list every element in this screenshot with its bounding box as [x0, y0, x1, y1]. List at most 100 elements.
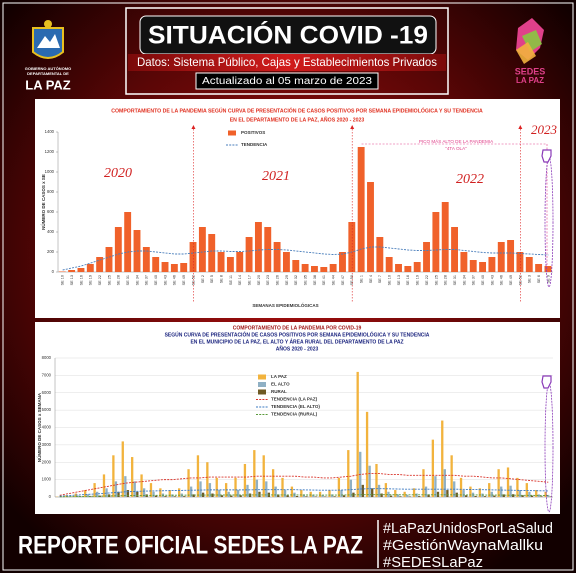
- bar: [292, 260, 300, 272]
- bar: [208, 234, 216, 272]
- bar: [271, 469, 275, 497]
- bar: [215, 477, 218, 497]
- annotation: 2023: [531, 122, 558, 137]
- bar: [177, 488, 181, 497]
- bar: [518, 490, 522, 497]
- bar: [149, 483, 153, 497]
- bar: [154, 495, 158, 497]
- bar: [86, 494, 89, 497]
- title: SITUACIÓN COVID -19: [148, 20, 428, 50]
- bar: [516, 477, 519, 497]
- x-tick-label: SE 41: [322, 275, 326, 285]
- x-tick-label: SE 35: [304, 275, 308, 285]
- x-tick-label: SE 44: [332, 275, 336, 285]
- bar: [131, 457, 134, 497]
- legend-label: RURAL: [271, 389, 287, 394]
- bar: [295, 495, 299, 497]
- bar: [365, 411, 369, 497]
- left-logo-text: LA PAZ: [25, 77, 71, 92]
- bar: [196, 455, 200, 497]
- bar: [465, 495, 468, 497]
- bar: [441, 420, 444, 497]
- bar: [462, 490, 465, 497]
- x-tick-label: SE 13: [70, 275, 74, 285]
- bar: [394, 490, 397, 497]
- bar: [170, 264, 178, 272]
- bar: [286, 495, 289, 497]
- x-tick-label: SE 17: [247, 275, 251, 285]
- bar: [309, 491, 312, 497]
- bar: [371, 488, 374, 497]
- x-tick-label: SE 22: [425, 275, 429, 285]
- y-tick-label: 7000: [42, 372, 52, 377]
- bar: [535, 264, 543, 272]
- bar: [86, 264, 94, 272]
- bar: [273, 242, 281, 272]
- bar: [300, 490, 303, 497]
- bar: [376, 237, 384, 272]
- legend-label: TENDENCIA (RURAL): [271, 412, 318, 417]
- x-tick-label: SE 43: [163, 275, 167, 285]
- bar: [236, 490, 240, 497]
- bar: [258, 491, 261, 497]
- x-tick-label: SE 2: [201, 275, 205, 283]
- annotation: PICO MÁS ALTO DE LA PANDEMIA: [419, 138, 494, 144]
- x-tick-label: SE 25: [107, 275, 111, 285]
- bar: [206, 462, 209, 497]
- bar: [164, 496, 167, 497]
- annotation: "4TA OLA": [445, 146, 467, 151]
- x-tick-label: SE 22: [98, 275, 102, 285]
- bar: [540, 496, 543, 497]
- x-tick-label: SE 3: [528, 275, 532, 283]
- bar: [479, 262, 487, 272]
- bar: [136, 491, 139, 497]
- bar: [537, 494, 540, 497]
- bar: [367, 182, 374, 272]
- bar: [328, 490, 331, 497]
- annotation: 2021: [262, 169, 290, 184]
- x-tick-label: SE 10: [61, 275, 65, 285]
- bar: [399, 496, 402, 497]
- bar: [396, 494, 399, 497]
- x-tick-label: SE 40: [154, 275, 158, 285]
- bar: [142, 488, 146, 497]
- bar: [423, 242, 430, 272]
- y-tick-label: 1000: [42, 477, 52, 482]
- left-logo-mountain: [37, 34, 60, 48]
- bar: [95, 491, 99, 497]
- bar: [140, 474, 143, 497]
- x-tick-label: SE 28: [117, 275, 121, 285]
- bar: [180, 263, 188, 272]
- bar: [265, 481, 268, 497]
- bar: [243, 463, 247, 497]
- bar: [502, 494, 505, 497]
- chart-title: COMPORTAMIENTO DE LA PANDEMIA POR COVID-…: [233, 325, 362, 331]
- bar: [324, 496, 327, 497]
- x-tick-label: SE 49: [509, 275, 513, 285]
- x-tick-label: SE 20: [257, 275, 261, 285]
- x-tick-label: SE 19: [89, 275, 93, 285]
- bar: [342, 495, 346, 497]
- updated: Actualizado al 05 marzo de 2023: [202, 76, 373, 87]
- bar: [226, 257, 234, 272]
- bar: [77, 495, 80, 497]
- y-tick-label: 8000: [42, 355, 52, 360]
- bar: [311, 266, 318, 272]
- bar: [211, 493, 214, 497]
- hashtag: #LaPazUnidosPorLaSalud: [383, 520, 553, 537]
- bar: [290, 486, 294, 497]
- bar: [446, 490, 449, 497]
- x-tick-label: SE 23: [266, 275, 270, 285]
- bar: [357, 147, 365, 272]
- x-tick-label: SE 49: [182, 275, 186, 285]
- bar: [337, 477, 341, 497]
- bar: [117, 491, 120, 497]
- bar: [525, 483, 528, 497]
- x-tick-label: SE 1: [360, 275, 364, 283]
- bar: [255, 479, 259, 497]
- left-logo-sun: [44, 20, 52, 28]
- bar: [168, 490, 171, 497]
- bar: [114, 481, 118, 497]
- bar: [500, 486, 503, 497]
